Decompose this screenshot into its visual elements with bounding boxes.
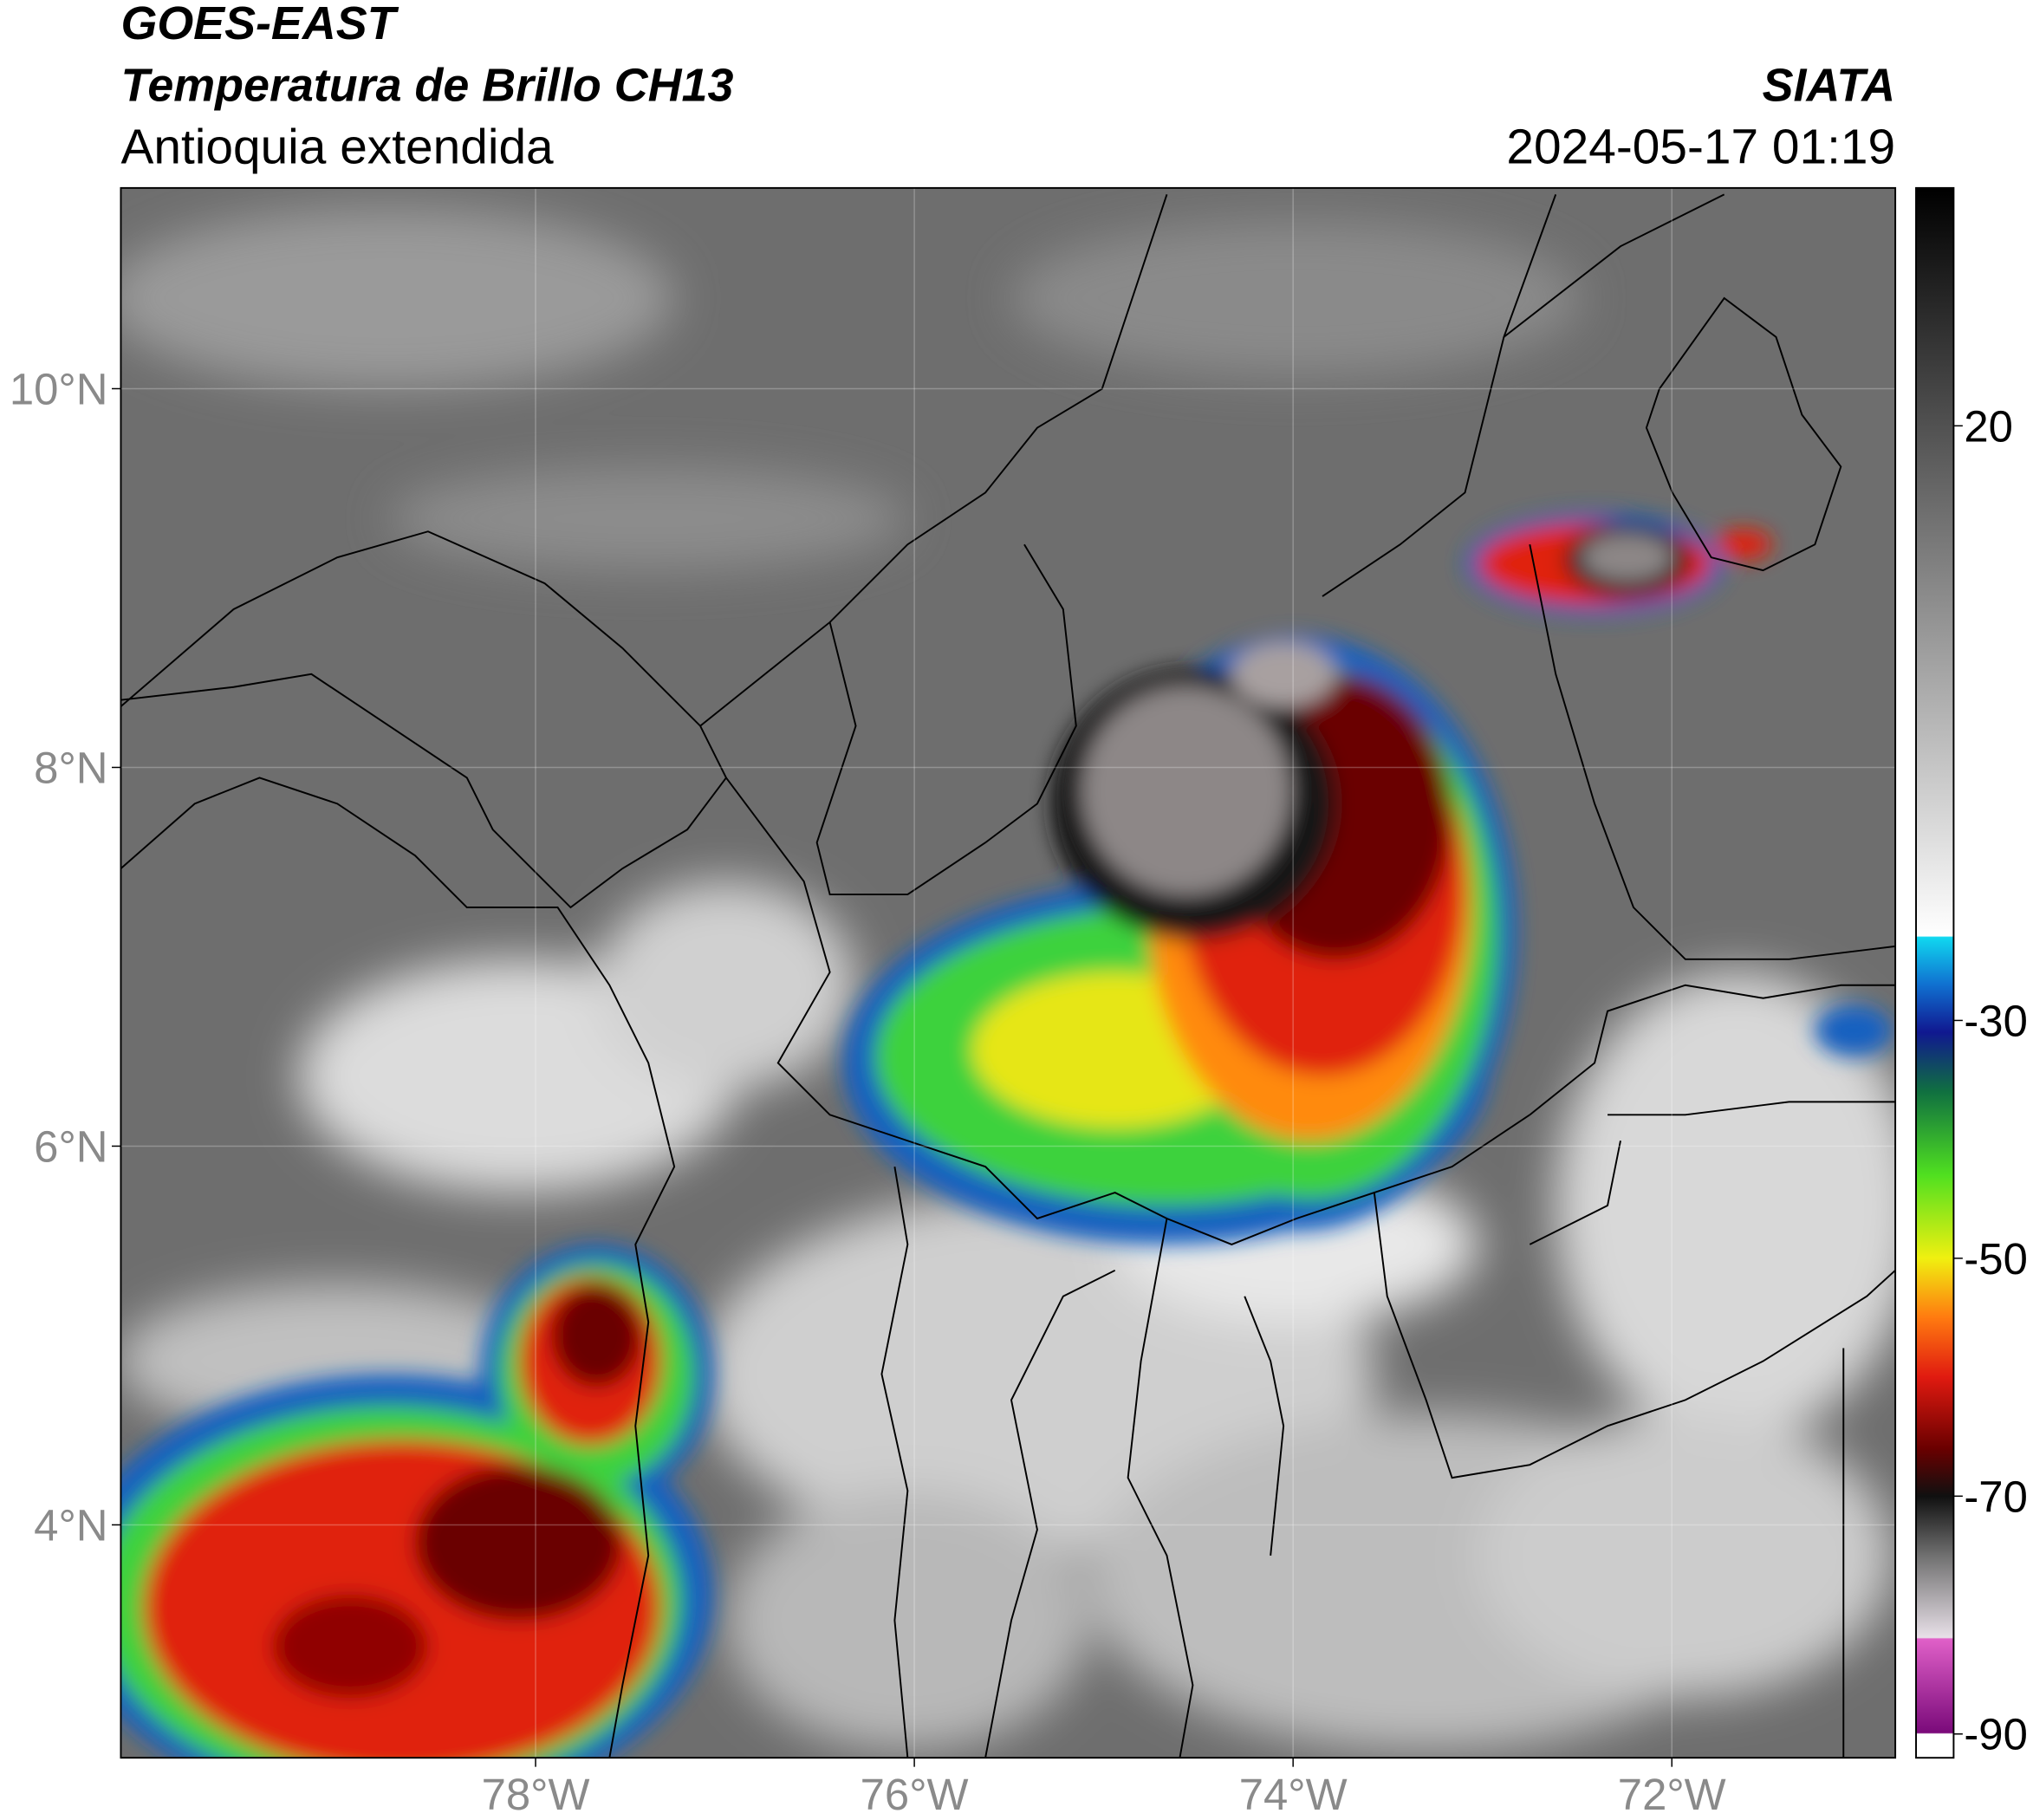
colorbar-tick-label: -50 [1964,1234,2028,1284]
colorbar-tick-label: -70 [1964,1472,2028,1521]
subtitle: Antioquia extendida [120,120,554,174]
x-tick-label: 72°W [1618,1770,1726,1819]
storm-cell [842,634,1517,1245]
grid [120,187,1896,1758]
cloud-field [120,207,1896,1751]
colorbar-tick-label: 20 [1964,401,2013,451]
title: GOES-EAST [120,0,399,49]
agency: SIATA [1763,60,1896,112]
y-tick-label: 6°N [34,1121,107,1171]
x-tick-label: 74°W [1239,1770,1348,1819]
y-tick-label: 4°N [34,1500,107,1550]
borders [120,193,1896,1758]
x-tick-label: 76°W [861,1770,969,1819]
map-frame [120,186,1897,1759]
colorbar-tick-label: -90 [1964,1710,2028,1759]
title: Temperatura de Brillo CH13 [120,60,733,112]
storm-cell [120,1244,713,1758]
colorbar [1915,186,1955,1759]
colorbar-tick-label: -30 [1964,996,2028,1045]
satellite-image [120,187,1896,1758]
y-tick-label: 10°N [10,364,108,413]
datetime: 2024-05-17 01:19 [1506,120,1895,174]
y-tick-label: 8°N [34,743,107,792]
storm-cell [1465,511,1893,1057]
x-tick-label: 78°W [482,1770,590,1819]
